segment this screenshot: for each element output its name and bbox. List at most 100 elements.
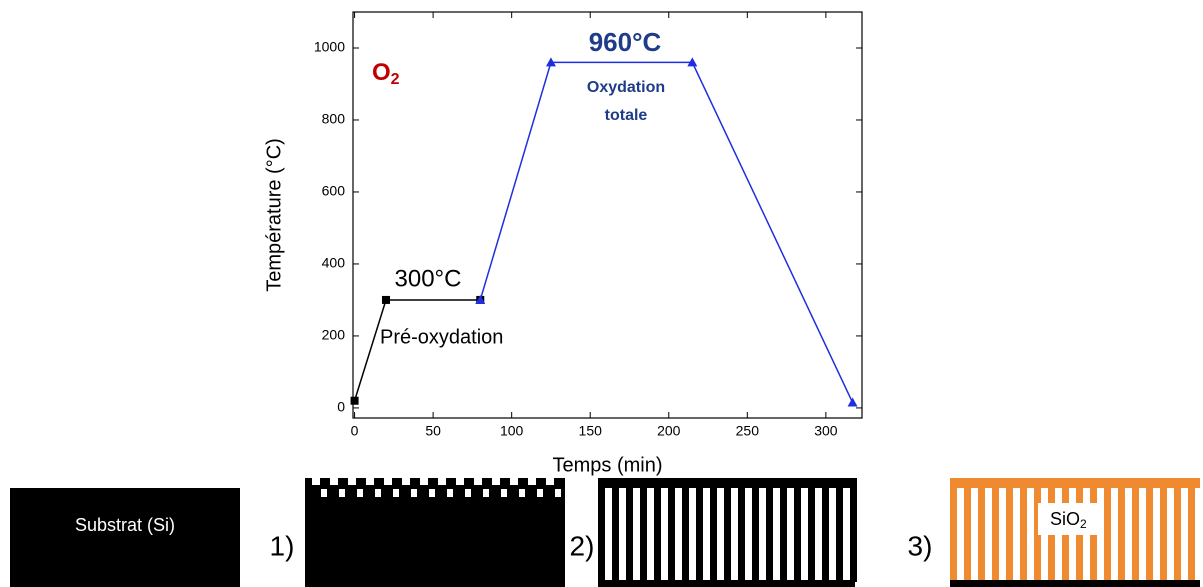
notch [492,478,500,485]
step-label: 3) [908,530,933,561]
comb-tooth [794,478,801,582]
comb-tooth [978,478,985,582]
marker [350,396,359,405]
comb-tooth [850,478,857,582]
marker [545,57,556,67]
comb-tooth [752,478,759,582]
substrate-block [10,488,240,587]
notch [312,478,320,485]
comb-tooth [1034,478,1041,582]
comb-tooth [1160,478,1167,582]
y-tick-label: 1000 [314,39,345,55]
notch [510,478,518,485]
oxide-label: SiO2 [1050,509,1087,531]
notch [465,489,471,497]
notch [438,478,446,485]
comb-tooth [1020,478,1027,582]
notch [375,489,381,497]
marker [381,295,390,304]
comb-tooth [682,478,689,582]
notch [357,489,363,497]
comb-tooth [1104,478,1111,582]
x-tick-label: 50 [425,423,441,439]
comb-tooth [964,478,971,582]
notch [366,478,374,485]
marker [475,294,486,304]
notch [555,489,561,497]
comb-tooth [1006,478,1013,582]
comb-tooth [836,478,843,582]
comb-tooth [1146,478,1153,582]
comb-tooth [612,478,619,582]
plot-frame [352,11,863,419]
step-label: 2) [570,530,595,561]
x-tick-label: 300 [814,423,838,439]
gas-label: O2 [372,59,400,88]
comb-tooth [738,478,745,582]
comb-tooth [1188,478,1195,582]
comb-base [598,580,855,587]
notch [393,489,399,497]
y-tick-label: 800 [322,111,346,127]
notch [348,478,356,485]
y-axis-label: Température (°C) [263,138,285,292]
y-tick-label: 0 [337,399,345,415]
oxide: SiO [1050,509,1080,529]
comb-tooth [766,478,773,582]
notch [384,478,392,485]
notch [528,478,536,485]
x-tick-label: 250 [736,423,760,439]
notch [411,489,417,497]
marker [687,57,698,67]
series-line [353,299,481,401]
comb-tooth [992,478,999,582]
y-tick-label: 200 [322,327,346,343]
notch [321,489,327,497]
comb-tooth [724,478,731,582]
notch [519,489,525,497]
notch [546,478,554,485]
notch [501,489,507,497]
gas: O [372,59,391,86]
notch [537,489,543,497]
comb-base [950,580,1200,587]
annotation: 960°C [589,27,662,57]
notch [402,478,410,485]
comb-tooth [808,478,815,582]
y-tick-label: 400 [322,255,346,271]
notch [420,478,428,485]
x-tick-label: 150 [579,423,603,439]
notch [447,489,453,497]
notch [483,489,489,497]
notch [429,489,435,497]
marker [847,397,858,407]
gas-subscript: 2 [391,71,400,88]
annotation: Pré-oxydation [380,326,503,348]
comb-tooth [598,478,605,582]
comb-tooth [626,478,633,582]
comb-tooth [654,478,661,582]
x-tick-label: 200 [657,423,681,439]
oxide-label-bg [1038,503,1100,535]
y-tick-label: 600 [322,183,346,199]
comb-tooth [1118,478,1125,582]
notch [339,489,345,497]
substrate-label: Substrat (Si) [75,515,175,535]
comb-top [950,478,1200,488]
x-tick-label: 0 [351,423,359,439]
step-label: 1) [270,530,295,561]
annotation: totale [605,107,648,124]
notch [456,478,464,485]
comb-tooth [950,478,957,582]
series-line [479,61,854,403]
annotation: Oxydation [587,79,665,96]
comb-tooth [710,478,717,582]
process-diagram: Substrat (Si) 1) 2) 3) SiO2 [10,478,1200,587]
comb-tooth [640,478,647,582]
notch [474,478,482,485]
oxide-subscript: 2 [1080,517,1087,531]
annotation: 300°C [395,265,462,292]
x-tick-label: 100 [500,423,524,439]
comb-tooth [1174,478,1181,582]
